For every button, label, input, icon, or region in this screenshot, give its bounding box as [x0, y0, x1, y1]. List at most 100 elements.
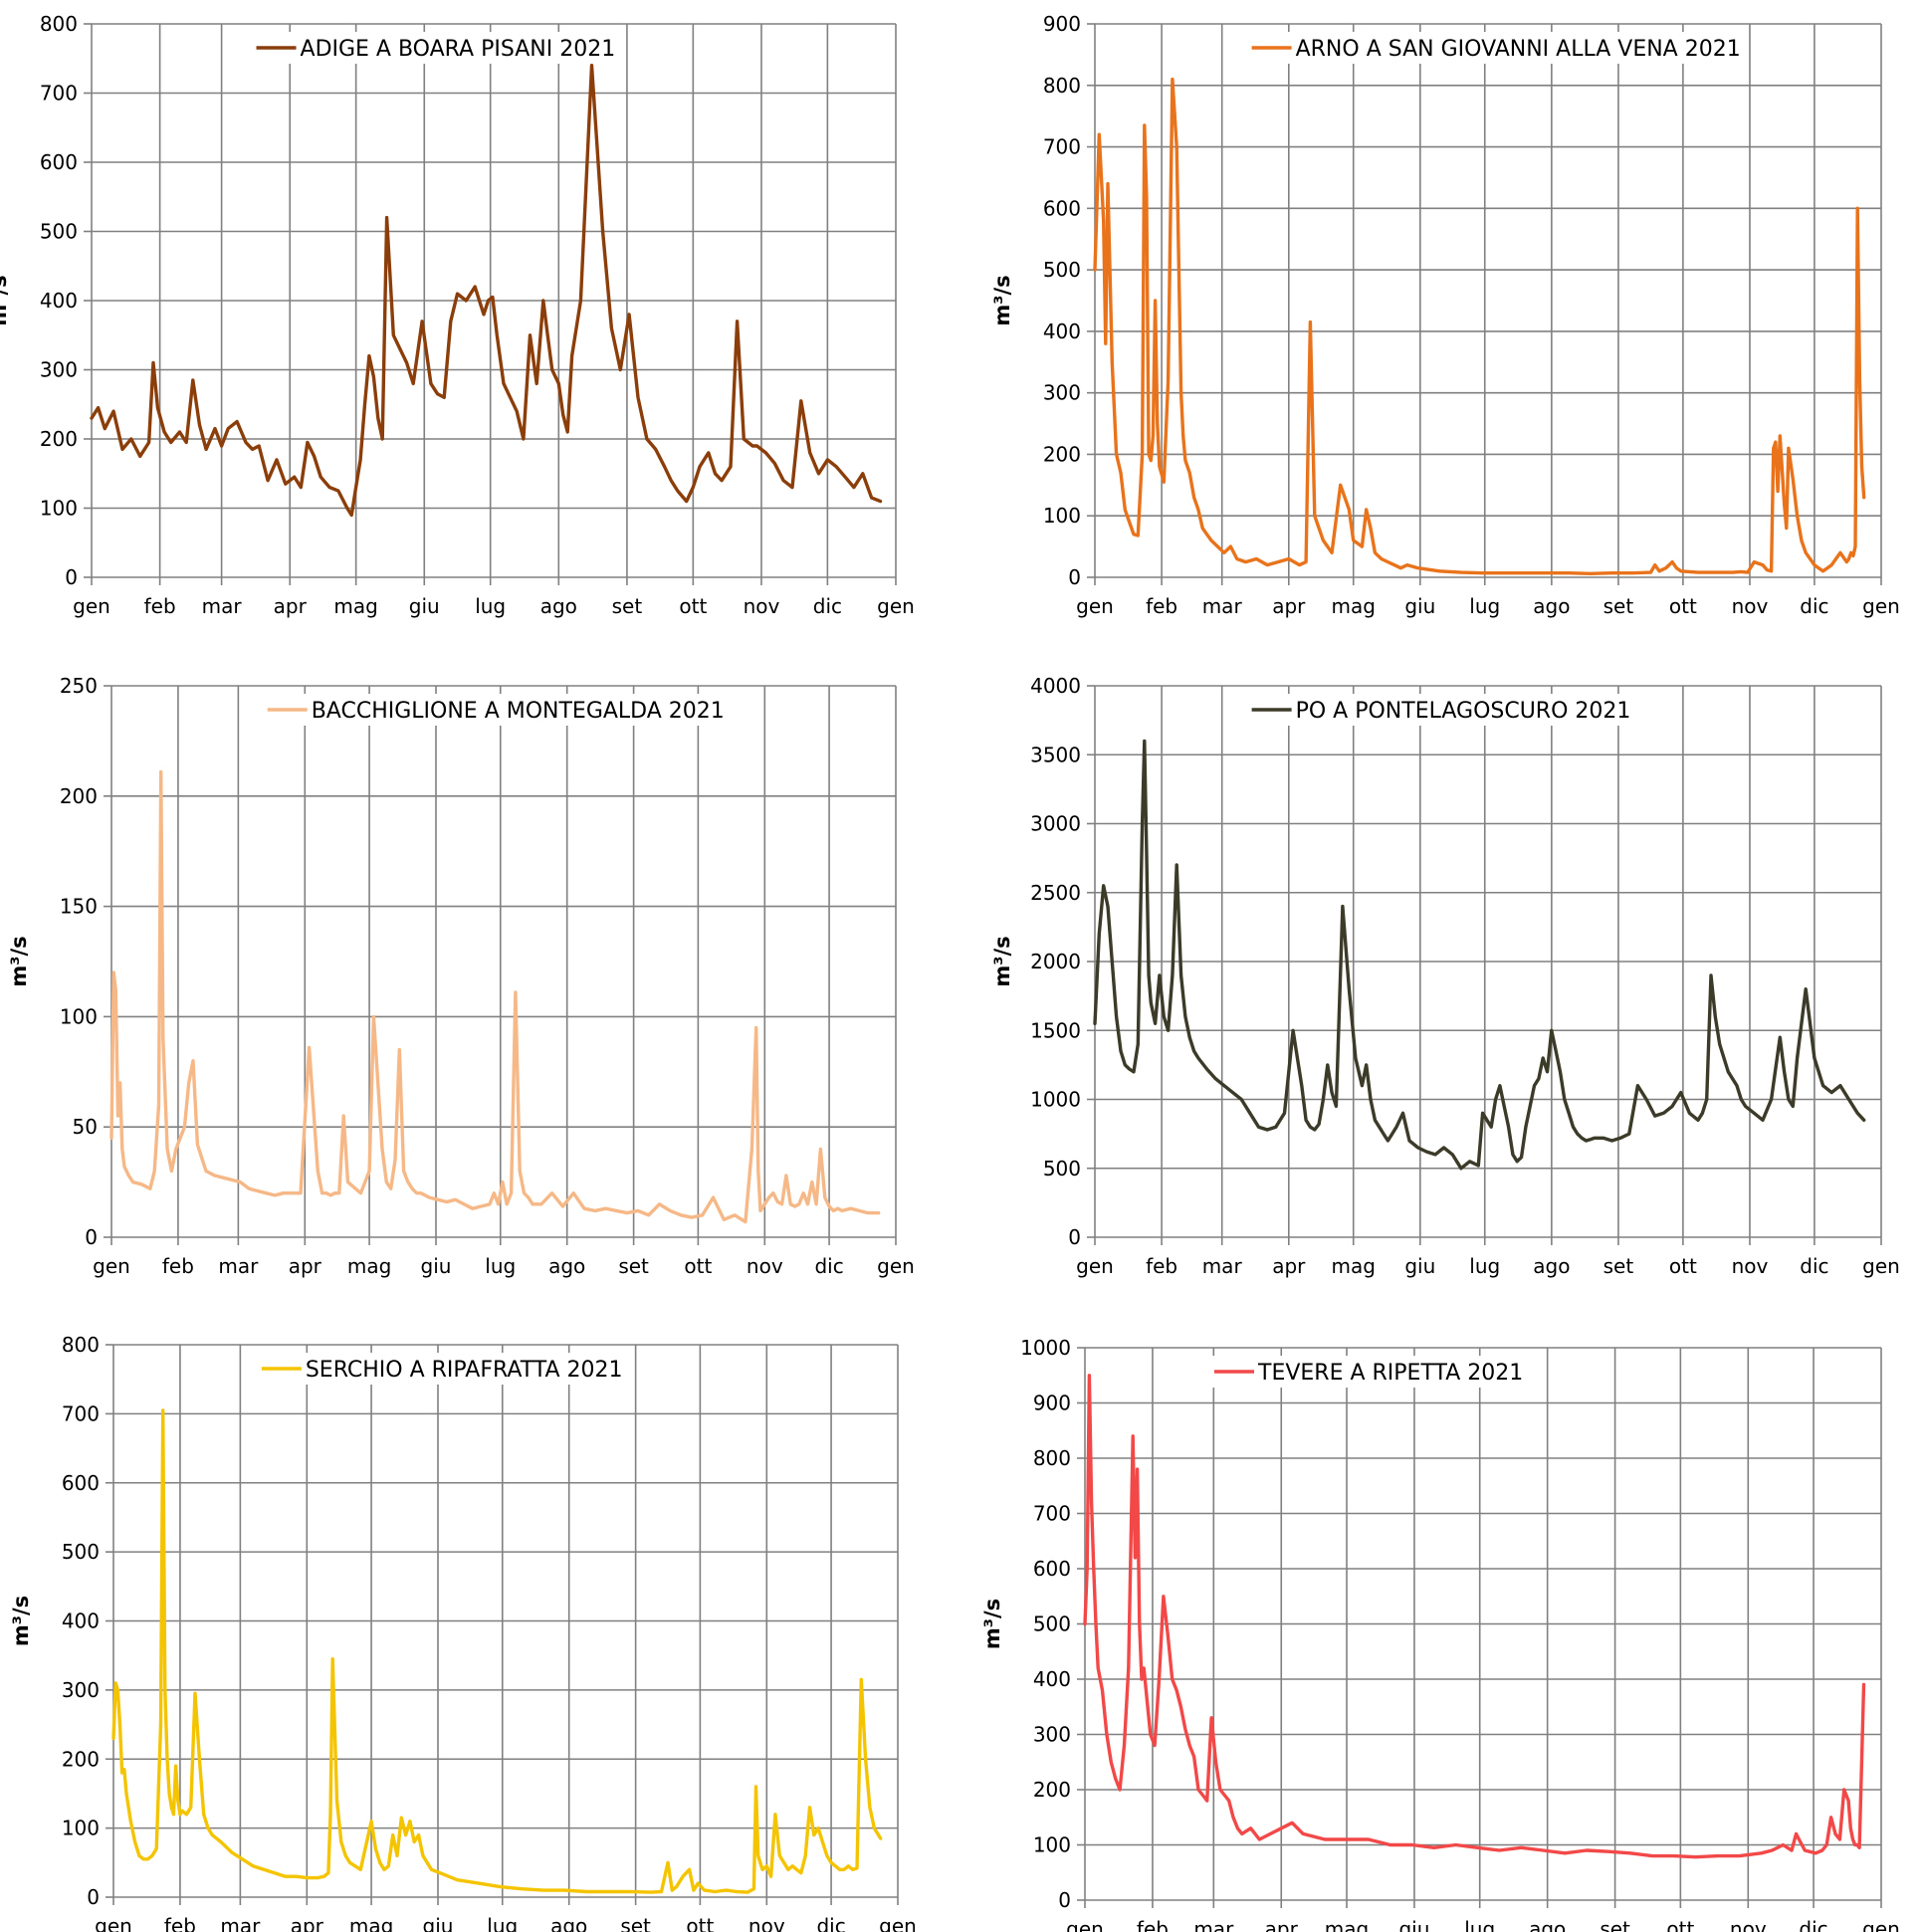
- x-tick-label: gen: [877, 594, 915, 618]
- y-tick-label: 2000: [1030, 950, 1081, 973]
- legend-background: [1210, 1356, 1530, 1388]
- x-tick-label: giu: [421, 1254, 452, 1278]
- y-tick-label: 600: [1043, 196, 1081, 220]
- x-tick-label: ago: [1529, 1917, 1566, 1932]
- x-tick-label: dic: [1800, 594, 1828, 618]
- x-tick-label: mag: [1332, 1254, 1376, 1278]
- x-tick-label: mag: [349, 1914, 393, 1932]
- x-tick-label: ago: [550, 1914, 587, 1932]
- x-tick-label: mag: [347, 1254, 391, 1278]
- x-tick-label: lug: [487, 1914, 518, 1932]
- x-tick-label: gen: [95, 1914, 132, 1932]
- y-axis-label: m³/s: [990, 936, 1014, 986]
- x-tick-label: gen: [93, 1254, 130, 1278]
- legend-background: [263, 694, 731, 726]
- y-axis-label: m³/s: [990, 275, 1014, 325]
- y-tick-label: 100: [1033, 1833, 1071, 1857]
- x-tick-label: mar: [220, 1914, 261, 1932]
- y-axis-label: m³/s: [980, 1599, 1004, 1649]
- x-tick-label: ott: [1666, 1917, 1694, 1932]
- y-tick-label: 300: [40, 358, 78, 382]
- y-tick-label: 4000: [1030, 674, 1081, 698]
- x-tick-label: ago: [548, 1254, 585, 1278]
- y-tick-label: 600: [40, 150, 78, 174]
- y-tick-label: 700: [1033, 1502, 1071, 1526]
- x-tick-label: mag: [1325, 1917, 1369, 1932]
- x-tick-label: lug: [1464, 1917, 1495, 1932]
- y-tick-label: 1000: [1020, 1336, 1071, 1360]
- x-tick-label: gen: [879, 1914, 917, 1932]
- chart-panel-4: 0 500 1000 1500 2000 2500 3000 3500 4000 gen feb ma…: [990, 674, 1900, 1278]
- legend-background: [1247, 694, 1637, 726]
- x-tick-label: apr: [274, 594, 308, 618]
- y-tick-label: 800: [62, 1333, 100, 1357]
- x-tick-label: lug: [1469, 594, 1500, 618]
- y-tick-label: 400: [40, 289, 78, 313]
- x-tick-label: feb: [144, 594, 176, 618]
- x-tick-label: nov: [1732, 1254, 1769, 1278]
- x-tick-label: lug: [475, 594, 506, 618]
- y-tick-label: 50: [73, 1115, 98, 1139]
- x-tick-label: mar: [1193, 1917, 1234, 1932]
- x-tick-label: giu: [423, 1914, 454, 1932]
- y-tick-label: 0: [87, 1885, 100, 1909]
- y-tick-label: 0: [65, 565, 78, 589]
- legend: SERCHIO A RIPAFRATTA 2021: [257, 1353, 629, 1385]
- x-tick-label: set: [1603, 594, 1634, 618]
- y-tick-label: 800: [1033, 1446, 1071, 1470]
- x-tick-label: gen: [1862, 594, 1900, 618]
- y-tick-label: 400: [62, 1610, 100, 1633]
- x-tick-label: gen: [1862, 1254, 1900, 1278]
- legend-label: ADIGE A BOARA PISANI 2021: [301, 37, 616, 62]
- y-tick-label: 600: [1033, 1557, 1071, 1581]
- x-tick-label: nov: [747, 1254, 783, 1278]
- y-tick-label: 700: [1043, 135, 1081, 159]
- x-tick-label: giu: [1404, 1254, 1435, 1278]
- y-tick-label: 1000: [1030, 1088, 1081, 1112]
- x-tick-label: apr: [291, 1914, 324, 1932]
- y-tick-label: 200: [1043, 442, 1081, 466]
- x-tick-label: giu: [1404, 594, 1435, 618]
- x-tick-label: ott: [684, 1254, 712, 1278]
- y-tick-label: 900: [1043, 12, 1081, 36]
- chart-panel-1: 0 100 200 300 400 500 600 700 800 gen feb mar apr mag…: [0, 12, 915, 618]
- y-tick-label: 200: [62, 1747, 100, 1771]
- x-tick-label: feb: [1137, 1917, 1169, 1932]
- x-tick-label: feb: [164, 1914, 196, 1932]
- legend-label: BACCHIGLIONE A MONTEGALDA 2021: [312, 699, 725, 724]
- x-tick-label: feb: [1146, 594, 1177, 618]
- legend-background: [1247, 32, 1747, 64]
- y-tick-label: 200: [1033, 1778, 1071, 1802]
- x-tick-label: ott: [679, 594, 707, 618]
- y-tick-label: 100: [1043, 504, 1081, 528]
- y-tick-label: 0: [1068, 565, 1081, 589]
- x-tick-label: ott: [1669, 1254, 1697, 1278]
- series-line: [1093, 739, 1866, 1171]
- legend-background: [257, 1353, 629, 1385]
- y-tick-label: 1500: [1030, 1018, 1081, 1042]
- x-tick-label: ago: [1533, 1254, 1570, 1278]
- x-tick-label: gen: [877, 1254, 915, 1278]
- y-tick-label: 0: [1058, 1888, 1071, 1912]
- x-tick-label: mar: [1202, 594, 1243, 618]
- y-tick-label: 600: [62, 1471, 100, 1495]
- y-axis-label: m³/s: [0, 275, 11, 325]
- x-tick-label: dic: [814, 1254, 843, 1278]
- x-tick-label: ott: [1669, 594, 1697, 618]
- y-tick-label: 200: [40, 427, 78, 451]
- x-tick-label: gen: [73, 594, 110, 618]
- x-tick-label: feb: [1146, 1254, 1177, 1278]
- x-tick-label: nov: [1730, 1917, 1767, 1932]
- x-tick-label: mar: [1202, 1254, 1243, 1278]
- y-tick-label: 0: [85, 1225, 98, 1249]
- legend: TEVERE A RIPETTA 2021: [1210, 1356, 1530, 1388]
- x-tick-label: nov: [1732, 594, 1769, 618]
- x-tick-label: gen: [1076, 1254, 1114, 1278]
- x-tick-label: dic: [816, 1914, 845, 1932]
- legend: BACCHIGLIONE A MONTEGALDA 2021: [263, 694, 731, 726]
- x-tick-label: set: [1603, 1254, 1634, 1278]
- x-tick-label: set: [618, 1254, 649, 1278]
- legend: ARNO A SAN GIOVANNI ALLA VENA 2021: [1247, 32, 1747, 64]
- x-tick-label: gen: [1066, 1917, 1104, 1932]
- y-tick-label: 400: [1043, 320, 1081, 343]
